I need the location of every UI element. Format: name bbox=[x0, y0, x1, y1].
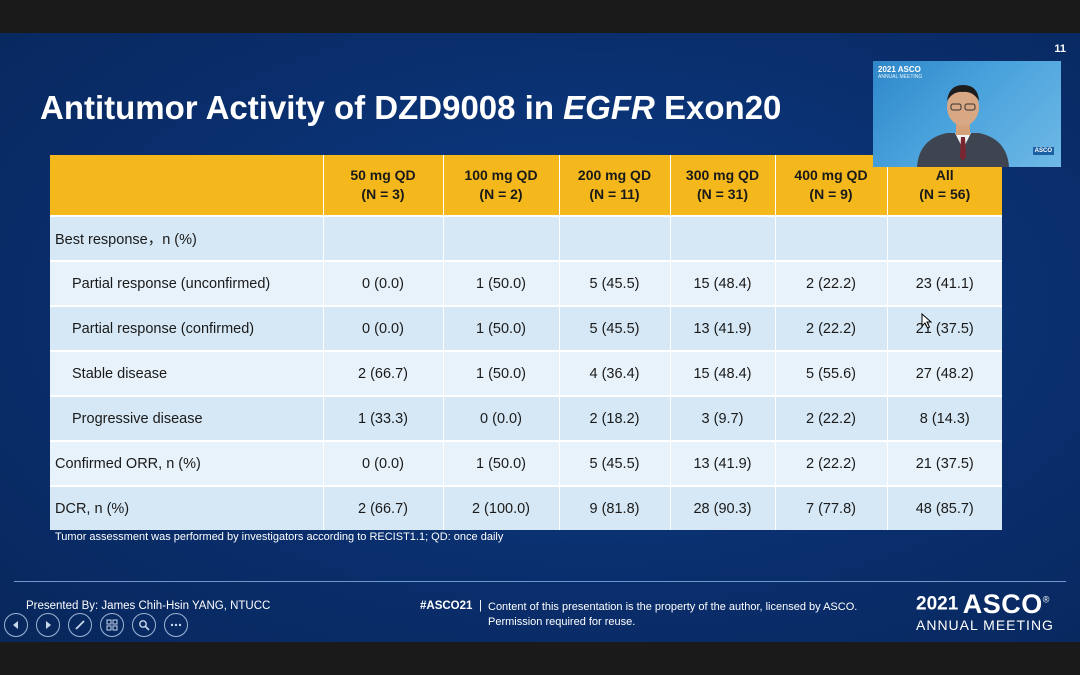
table-cell: 0 (0.0) bbox=[323, 260, 444, 306]
table-cell: 2 (18.2) bbox=[559, 395, 671, 441]
video-asco-logo: 2021 ASCO bbox=[878, 65, 921, 74]
footer-separator: | bbox=[479, 600, 482, 612]
table-cell: 13 (41.9) bbox=[670, 305, 776, 351]
table-cell: 2 (66.7) bbox=[323, 485, 444, 530]
slides-icon[interactable] bbox=[100, 613, 124, 637]
table-cell: 0 (0.0) bbox=[323, 305, 444, 351]
header-cell: 400 mg QD (N = 9) bbox=[775, 155, 888, 216]
table-cell bbox=[775, 215, 888, 261]
header-cell: 50 mg QD (N = 3) bbox=[323, 155, 444, 216]
table-cell bbox=[443, 215, 560, 261]
presentation-slide: 11 Antitumor Activity of DZD9008 in EGFR… bbox=[0, 33, 1080, 642]
row-label: Partial response (confirmed) bbox=[50, 305, 324, 351]
table-row: Partial response (confirmed) 0 (0.0) 1 (… bbox=[50, 305, 1002, 351]
header-cell: 300 mg QD (N = 31) bbox=[670, 155, 776, 216]
table-cell: 2 (22.2) bbox=[775, 395, 888, 441]
previous-icon[interactable] bbox=[4, 613, 28, 637]
row-label: DCR, n (%) bbox=[50, 485, 324, 530]
title-text-pre: Antitumor Activity of DZD9008 in bbox=[40, 89, 564, 126]
asco-logo-year: 2021 bbox=[916, 593, 959, 615]
video-asco-sub: ANNUAL MEETING bbox=[878, 74, 923, 80]
hashtag: #ASCO21 bbox=[420, 600, 473, 612]
table-cell: 3 (9.7) bbox=[670, 395, 776, 441]
table-cell: 5 (45.5) bbox=[559, 440, 671, 486]
slide-title: Antitumor Activity of DZD9008 in EGFR Ex… bbox=[40, 89, 781, 127]
copyright-notice: Content of this presentation is the prop… bbox=[488, 601, 858, 628]
slide-controls bbox=[4, 613, 188, 637]
table-cell: 5 (45.5) bbox=[559, 305, 671, 351]
presenter-credit: Presented By: James Chih-Hsin YANG, NTUC… bbox=[26, 600, 271, 612]
speaker-video: 2021 ASCO ANNUAL MEETING ASCO bbox=[873, 61, 1061, 167]
table-cell: 21 (37.5) bbox=[887, 440, 1002, 486]
zoom-icon[interactable] bbox=[132, 613, 156, 637]
table-cell: 23 (41.1) bbox=[887, 260, 1002, 306]
asco-logo-meeting: ANNUAL MEETING bbox=[916, 617, 1054, 633]
table-cell: 1 (50.0) bbox=[443, 305, 560, 351]
row-label: Best response，n (%) bbox=[50, 215, 324, 261]
title-text-post: Exon20 bbox=[654, 89, 782, 126]
table-cell: 21 (37.5) bbox=[887, 305, 1002, 351]
table-cell: 27 (48.2) bbox=[887, 350, 1002, 396]
table-cell: 0 (0.0) bbox=[443, 395, 560, 441]
table-header-row: 50 mg QD (N = 3) 100 mg QD (N = 2) 200 mg … bbox=[50, 155, 1002, 216]
viewer-bottom-bar bbox=[0, 642, 1080, 675]
table-cell: 1 (50.0) bbox=[443, 440, 560, 486]
header-cell: 100 mg QD (N = 2) bbox=[443, 155, 560, 216]
footnote: Tumor assessment was performed by invest… bbox=[55, 531, 504, 543]
table-cell: 2 (22.2) bbox=[775, 260, 888, 306]
mouse-cursor-icon bbox=[921, 313, 933, 329]
table-row: Best response，n (%) bbox=[50, 215, 1002, 261]
header-cell bbox=[50, 155, 324, 216]
viewer-top-bar bbox=[0, 0, 1080, 33]
table-cell: 15 (48.4) bbox=[670, 260, 776, 306]
table-cell: 1 (33.3) bbox=[323, 395, 444, 441]
row-label: Confirmed ORR, n (%) bbox=[50, 440, 324, 486]
table-cell: 1 (50.0) bbox=[443, 350, 560, 396]
table-row: Confirmed ORR, n (%) 0 (0.0) 1 (50.0) 5 … bbox=[50, 440, 1002, 486]
asco-logo-name: ASCO bbox=[962, 589, 1043, 619]
slide-number: 11 bbox=[1054, 43, 1066, 55]
table-cell: 2 (22.2) bbox=[775, 440, 888, 486]
table-cell: 15 (48.4) bbox=[670, 350, 776, 396]
table-row: Stable disease 2 (66.7) 1 (50.0) 4 (36.4… bbox=[50, 350, 1002, 396]
table-cell bbox=[670, 215, 776, 261]
asco-logo: 2021 ASCO® ANNUAL MEETING bbox=[916, 589, 1054, 633]
table-cell: 1 (50.0) bbox=[443, 260, 560, 306]
video-asco-badge: ASCO bbox=[1032, 147, 1054, 155]
table-cell: 7 (77.8) bbox=[775, 485, 888, 530]
next-icon[interactable] bbox=[36, 613, 60, 637]
table-cell: 2 (22.2) bbox=[775, 305, 888, 351]
row-label: Partial response (unconfirmed) bbox=[50, 260, 324, 306]
pen-icon[interactable] bbox=[68, 613, 92, 637]
table-cell: 9 (81.8) bbox=[559, 485, 671, 530]
table-cell: 4 (36.4) bbox=[559, 350, 671, 396]
table-row: Progressive disease 1 (33.3) 0 (0.0) 2 (… bbox=[50, 395, 1002, 441]
asco-logo-registered: ® bbox=[1042, 594, 1050, 605]
row-label: Stable disease bbox=[50, 350, 324, 396]
table-cell: 13 (41.9) bbox=[670, 440, 776, 486]
row-label: Progressive disease bbox=[50, 395, 324, 441]
title-text-gene: EGFR bbox=[563, 89, 655, 126]
table-cell bbox=[323, 215, 444, 261]
table-cell bbox=[559, 215, 671, 261]
table-cell: 2 (66.7) bbox=[323, 350, 444, 396]
table-cell: 28 (90.3) bbox=[670, 485, 776, 530]
speaker-avatar bbox=[917, 85, 1009, 167]
table-cell: 0 (0.0) bbox=[323, 440, 444, 486]
table-row: Partial response (unconfirmed) 0 (0.0) 1… bbox=[50, 260, 1002, 306]
header-cell: 200 mg QD (N = 11) bbox=[559, 155, 671, 216]
table-cell: 5 (55.6) bbox=[775, 350, 888, 396]
footer-divider bbox=[14, 581, 1066, 582]
table-cell: 8 (14.3) bbox=[887, 395, 1002, 441]
table-cell: 2 (100.0) bbox=[443, 485, 560, 530]
response-table: 50 mg QD (N = 3) 100 mg QD (N = 2) 200 mg … bbox=[50, 155, 1002, 530]
table-cell: 48 (85.7) bbox=[887, 485, 1002, 530]
table-row: DCR, n (%) 2 (66.7) 2 (100.0) 9 (81.8) 2… bbox=[50, 485, 1002, 530]
table-cell: 5 (45.5) bbox=[559, 260, 671, 306]
table-cell bbox=[887, 215, 1002, 261]
more-icon[interactable] bbox=[164, 613, 188, 637]
